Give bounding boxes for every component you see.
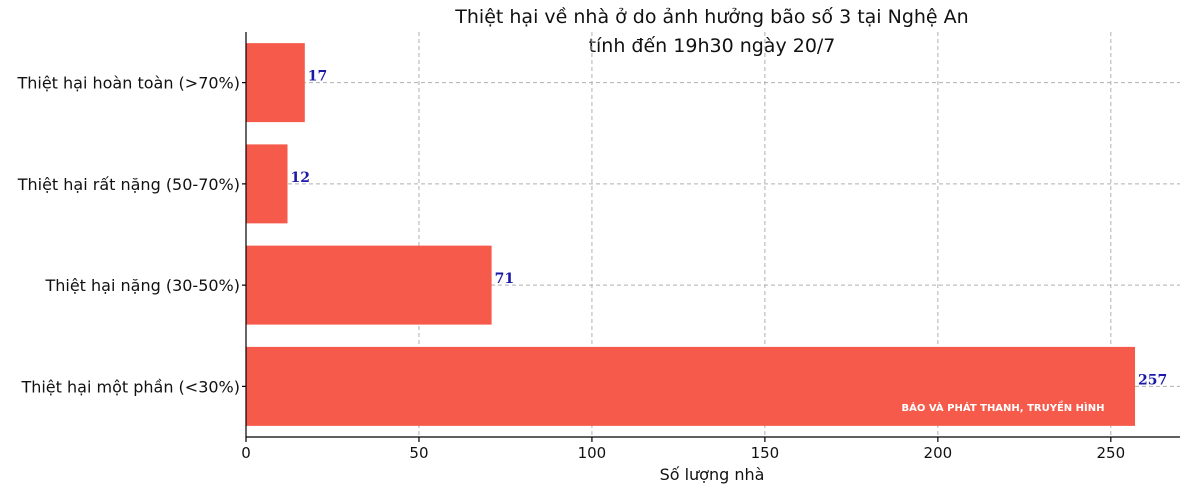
data-label-0: 17 bbox=[308, 69, 327, 85]
x-tick-label-250: 250 bbox=[1096, 444, 1125, 462]
bar-1 bbox=[246, 144, 288, 224]
category-label-3: Thiệt hại một phần (<30%) bbox=[20, 377, 240, 396]
bar-layer bbox=[246, 43, 1136, 426]
bar-3 bbox=[246, 346, 1136, 426]
category-label-2: Thiệt hại nặng (30-50%) bbox=[44, 276, 240, 295]
x-tick-label-0: 0 bbox=[241, 444, 251, 462]
chart-subtitle: tính đến 19h30 ngày 20/7 bbox=[589, 35, 836, 57]
x-tick-label-200: 200 bbox=[924, 444, 953, 462]
data-label-3: 257 bbox=[1138, 372, 1167, 388]
data-label-2: 71 bbox=[495, 271, 514, 287]
category-label-1: Thiệt hại rất nặng (50-70%) bbox=[17, 175, 240, 194]
watermark-text: BÁO VÀ PHÁT THANH, TRUYỀN HÌNH bbox=[902, 400, 1105, 414]
data-label-layer: Thiệt hại hoàn toàn (>70%) 17 Thiệt hại rấ… bbox=[16, 69, 1167, 397]
x-tick-label-100: 100 bbox=[578, 444, 607, 462]
bar-0 bbox=[246, 43, 305, 123]
axis-layer: 0 50 100 150 200 250 bbox=[241, 32, 1180, 462]
category-label-0: Thiệt hại hoàn toàn (>70%) bbox=[16, 74, 240, 93]
bar-2 bbox=[246, 245, 492, 325]
x-tick-label-150: 150 bbox=[751, 444, 780, 462]
data-label-1: 12 bbox=[291, 170, 310, 186]
watermark: BÁO VÀ PHÁT THANH, TRUYỀN HÌNH bbox=[902, 400, 1105, 414]
chart-title: Thiệt hại về nhà ở do ảnh hưởng bão số 3… bbox=[454, 6, 968, 28]
x-tick-label-50: 50 bbox=[409, 444, 428, 462]
x-axis-label: Số lượng nhà bbox=[660, 465, 765, 484]
